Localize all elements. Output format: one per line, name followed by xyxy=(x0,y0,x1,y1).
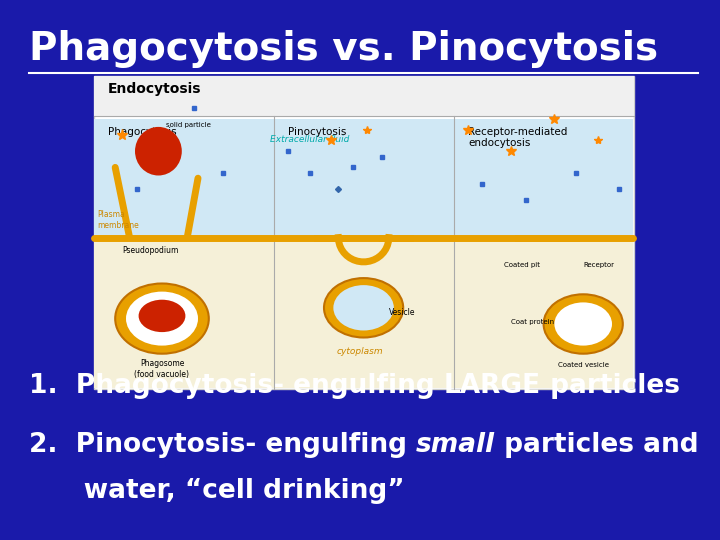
Text: Pinocytosis: Pinocytosis xyxy=(288,127,346,137)
Text: LARGE: LARGE xyxy=(444,373,541,399)
Text: solid particle: solid particle xyxy=(166,122,210,127)
FancyBboxPatch shape xyxy=(94,119,633,238)
Text: Extracellular fluid: Extracellular fluid xyxy=(270,135,349,144)
Text: Vesicle: Vesicle xyxy=(389,308,415,317)
Circle shape xyxy=(115,284,209,354)
Text: Pseudopodium: Pseudopodium xyxy=(122,246,179,255)
Circle shape xyxy=(333,285,394,330)
Ellipse shape xyxy=(138,300,186,332)
Text: Phagosome
(food vacuole): Phagosome (food vacuole) xyxy=(135,359,189,379)
Circle shape xyxy=(554,302,612,346)
FancyBboxPatch shape xyxy=(94,76,634,116)
Circle shape xyxy=(126,292,198,346)
Text: Coated pit: Coated pit xyxy=(504,262,540,268)
Circle shape xyxy=(544,294,623,354)
Text: small: small xyxy=(416,433,495,458)
Text: particles: particles xyxy=(541,373,680,399)
FancyBboxPatch shape xyxy=(94,76,634,389)
Text: 2.  Pinocytosis- engulfing: 2. Pinocytosis- engulfing xyxy=(29,433,416,458)
Ellipse shape xyxy=(135,127,181,176)
Text: Plasma
membrane: Plasma membrane xyxy=(97,210,139,230)
Text: Coated vesicle: Coated vesicle xyxy=(558,362,608,368)
FancyBboxPatch shape xyxy=(94,237,633,388)
Text: Endocytosis: Endocytosis xyxy=(108,82,202,96)
Text: 1.  Phagocytosis- engulfing: 1. Phagocytosis- engulfing xyxy=(29,373,444,399)
Text: water, “cell drinking”: water, “cell drinking” xyxy=(29,478,405,504)
Text: Receptor-mediated
endocytosis: Receptor-mediated endocytosis xyxy=(468,127,567,148)
Text: particles and: particles and xyxy=(495,433,698,458)
Circle shape xyxy=(324,278,403,338)
Text: Receptor: Receptor xyxy=(583,262,614,268)
Text: cytoplasm: cytoplasm xyxy=(337,347,383,355)
Text: Coat protein: Coat protein xyxy=(511,319,554,325)
Text: Phagocytosis vs. Pinocytosis: Phagocytosis vs. Pinocytosis xyxy=(29,30,658,68)
Text: Phagocytosis: Phagocytosis xyxy=(108,127,176,137)
